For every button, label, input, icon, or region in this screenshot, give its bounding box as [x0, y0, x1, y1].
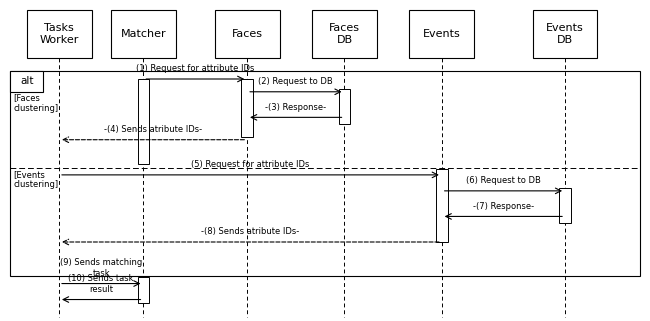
Text: (10) Sends task
result: (10) Sends task result [68, 274, 134, 294]
Bar [138, 277, 150, 303]
Text: (1) Request for attribute IDs: (1) Request for attribute IDs [136, 64, 254, 73]
Bar [410, 10, 474, 58]
Text: (2) Request to DB: (2) Request to DB [259, 77, 333, 86]
Text: alt: alt [20, 76, 33, 86]
Bar [214, 10, 280, 58]
Bar [559, 188, 571, 223]
Text: Events: Events [423, 29, 461, 39]
Text: Matcher: Matcher [121, 29, 166, 39]
Text: [Faces
clustering]: [Faces clustering] [14, 93, 58, 113]
Text: Faces: Faces [231, 29, 263, 39]
Bar [27, 10, 92, 58]
Bar [436, 169, 448, 242]
Text: (5) Request for attribute IDs: (5) Request for attribute IDs [191, 160, 309, 169]
Text: -(3) Response-: -(3) Response- [265, 103, 326, 112]
Text: -(7) Response-: -(7) Response- [473, 202, 534, 211]
Text: -(8) Sends atribute IDs-: -(8) Sends atribute IDs- [202, 227, 300, 236]
Text: Events
DB: Events DB [546, 23, 584, 45]
Bar [111, 10, 176, 58]
Text: (6) Request to DB: (6) Request to DB [466, 176, 541, 185]
Bar [532, 10, 597, 58]
Text: Faces
DB: Faces DB [329, 23, 360, 45]
Text: [Events
clustering]: [Events clustering] [14, 170, 58, 189]
Bar [10, 71, 640, 275]
Text: Tasks
Worker: Tasks Worker [40, 23, 79, 45]
Text: -(4) Sends atribute IDs-: -(4) Sends atribute IDs- [104, 125, 202, 134]
Bar [241, 79, 253, 136]
Text: (9) Sends matching
task: (9) Sends matching task [60, 258, 142, 278]
Bar [10, 71, 43, 92]
Bar [339, 89, 350, 124]
Bar [138, 79, 150, 164]
Bar [312, 10, 377, 58]
